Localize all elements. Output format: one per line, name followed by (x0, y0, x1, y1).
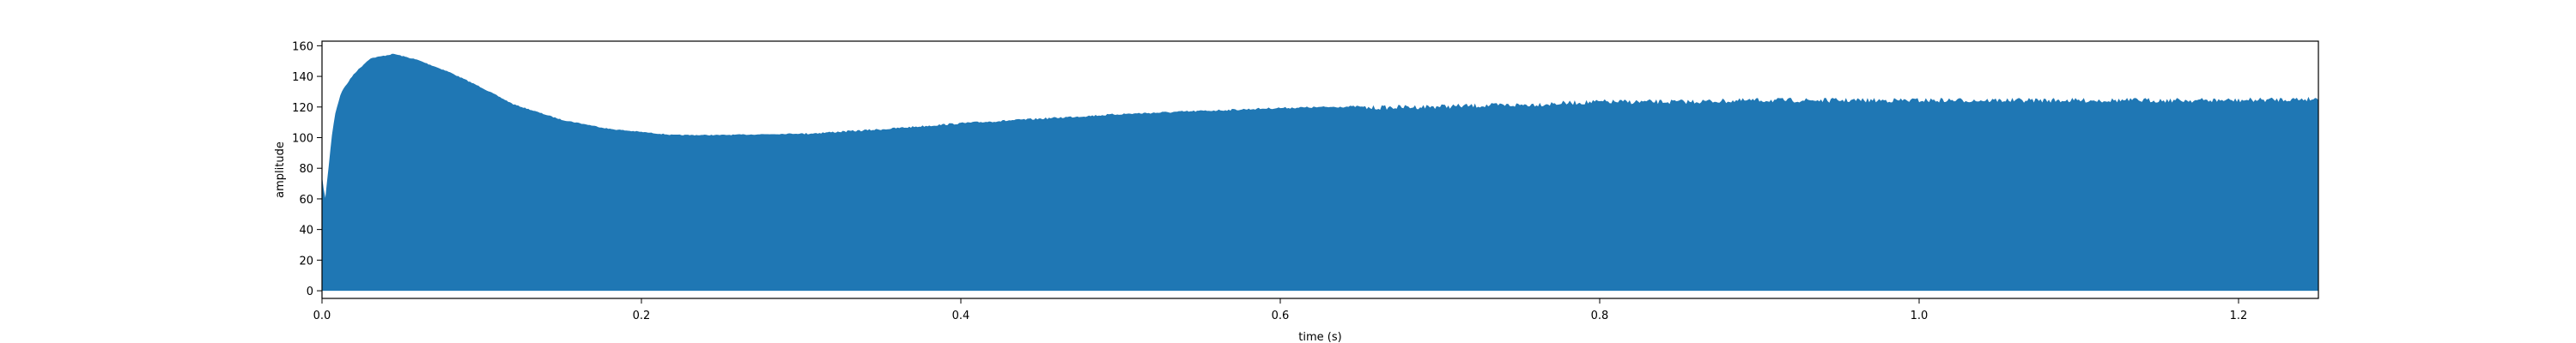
x-tick-label: 0.8 (1591, 310, 1609, 322)
y-tick-label: 160 (292, 40, 313, 53)
y-tick-label: 120 (292, 102, 313, 115)
x-tick-label: 0.4 (952, 310, 970, 322)
y-tick-label: 0 (307, 286, 313, 298)
y-tick-label: 60 (299, 194, 313, 207)
y-tick-label: 20 (299, 255, 313, 268)
x-tick-label: 1.0 (1911, 310, 1929, 322)
x-axis-label: time (s) (1298, 331, 1341, 343)
y-tick-label: 100 (292, 133, 313, 146)
y-axis: 0 20 40 60 80 100 120 140 160 (292, 40, 322, 298)
y-tick-label: 80 (299, 163, 313, 176)
y-tick-label: 40 (299, 225, 313, 238)
x-tick-label: 1.2 (2230, 310, 2248, 322)
y-axis-label: amplitude (274, 141, 287, 198)
amplitude-series (322, 53, 2318, 292)
x-tick-label: 0.6 (1272, 310, 1290, 322)
plot-frame (321, 40, 2319, 299)
x-axis: 0.0 0.2 0.4 0.6 0.8 1.0 1.2 (313, 298, 2248, 322)
x-tick-label: 0.2 (633, 310, 651, 322)
x-tick-label: 0.0 (313, 310, 331, 322)
amplitude-area (322, 53, 2318, 292)
y-tick-label: 140 (292, 71, 313, 84)
